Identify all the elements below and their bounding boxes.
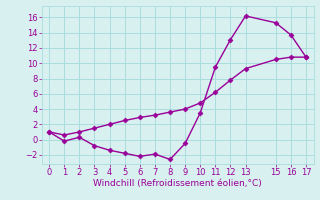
X-axis label: Windchill (Refroidissement éolien,°C): Windchill (Refroidissement éolien,°C) — [93, 179, 262, 188]
